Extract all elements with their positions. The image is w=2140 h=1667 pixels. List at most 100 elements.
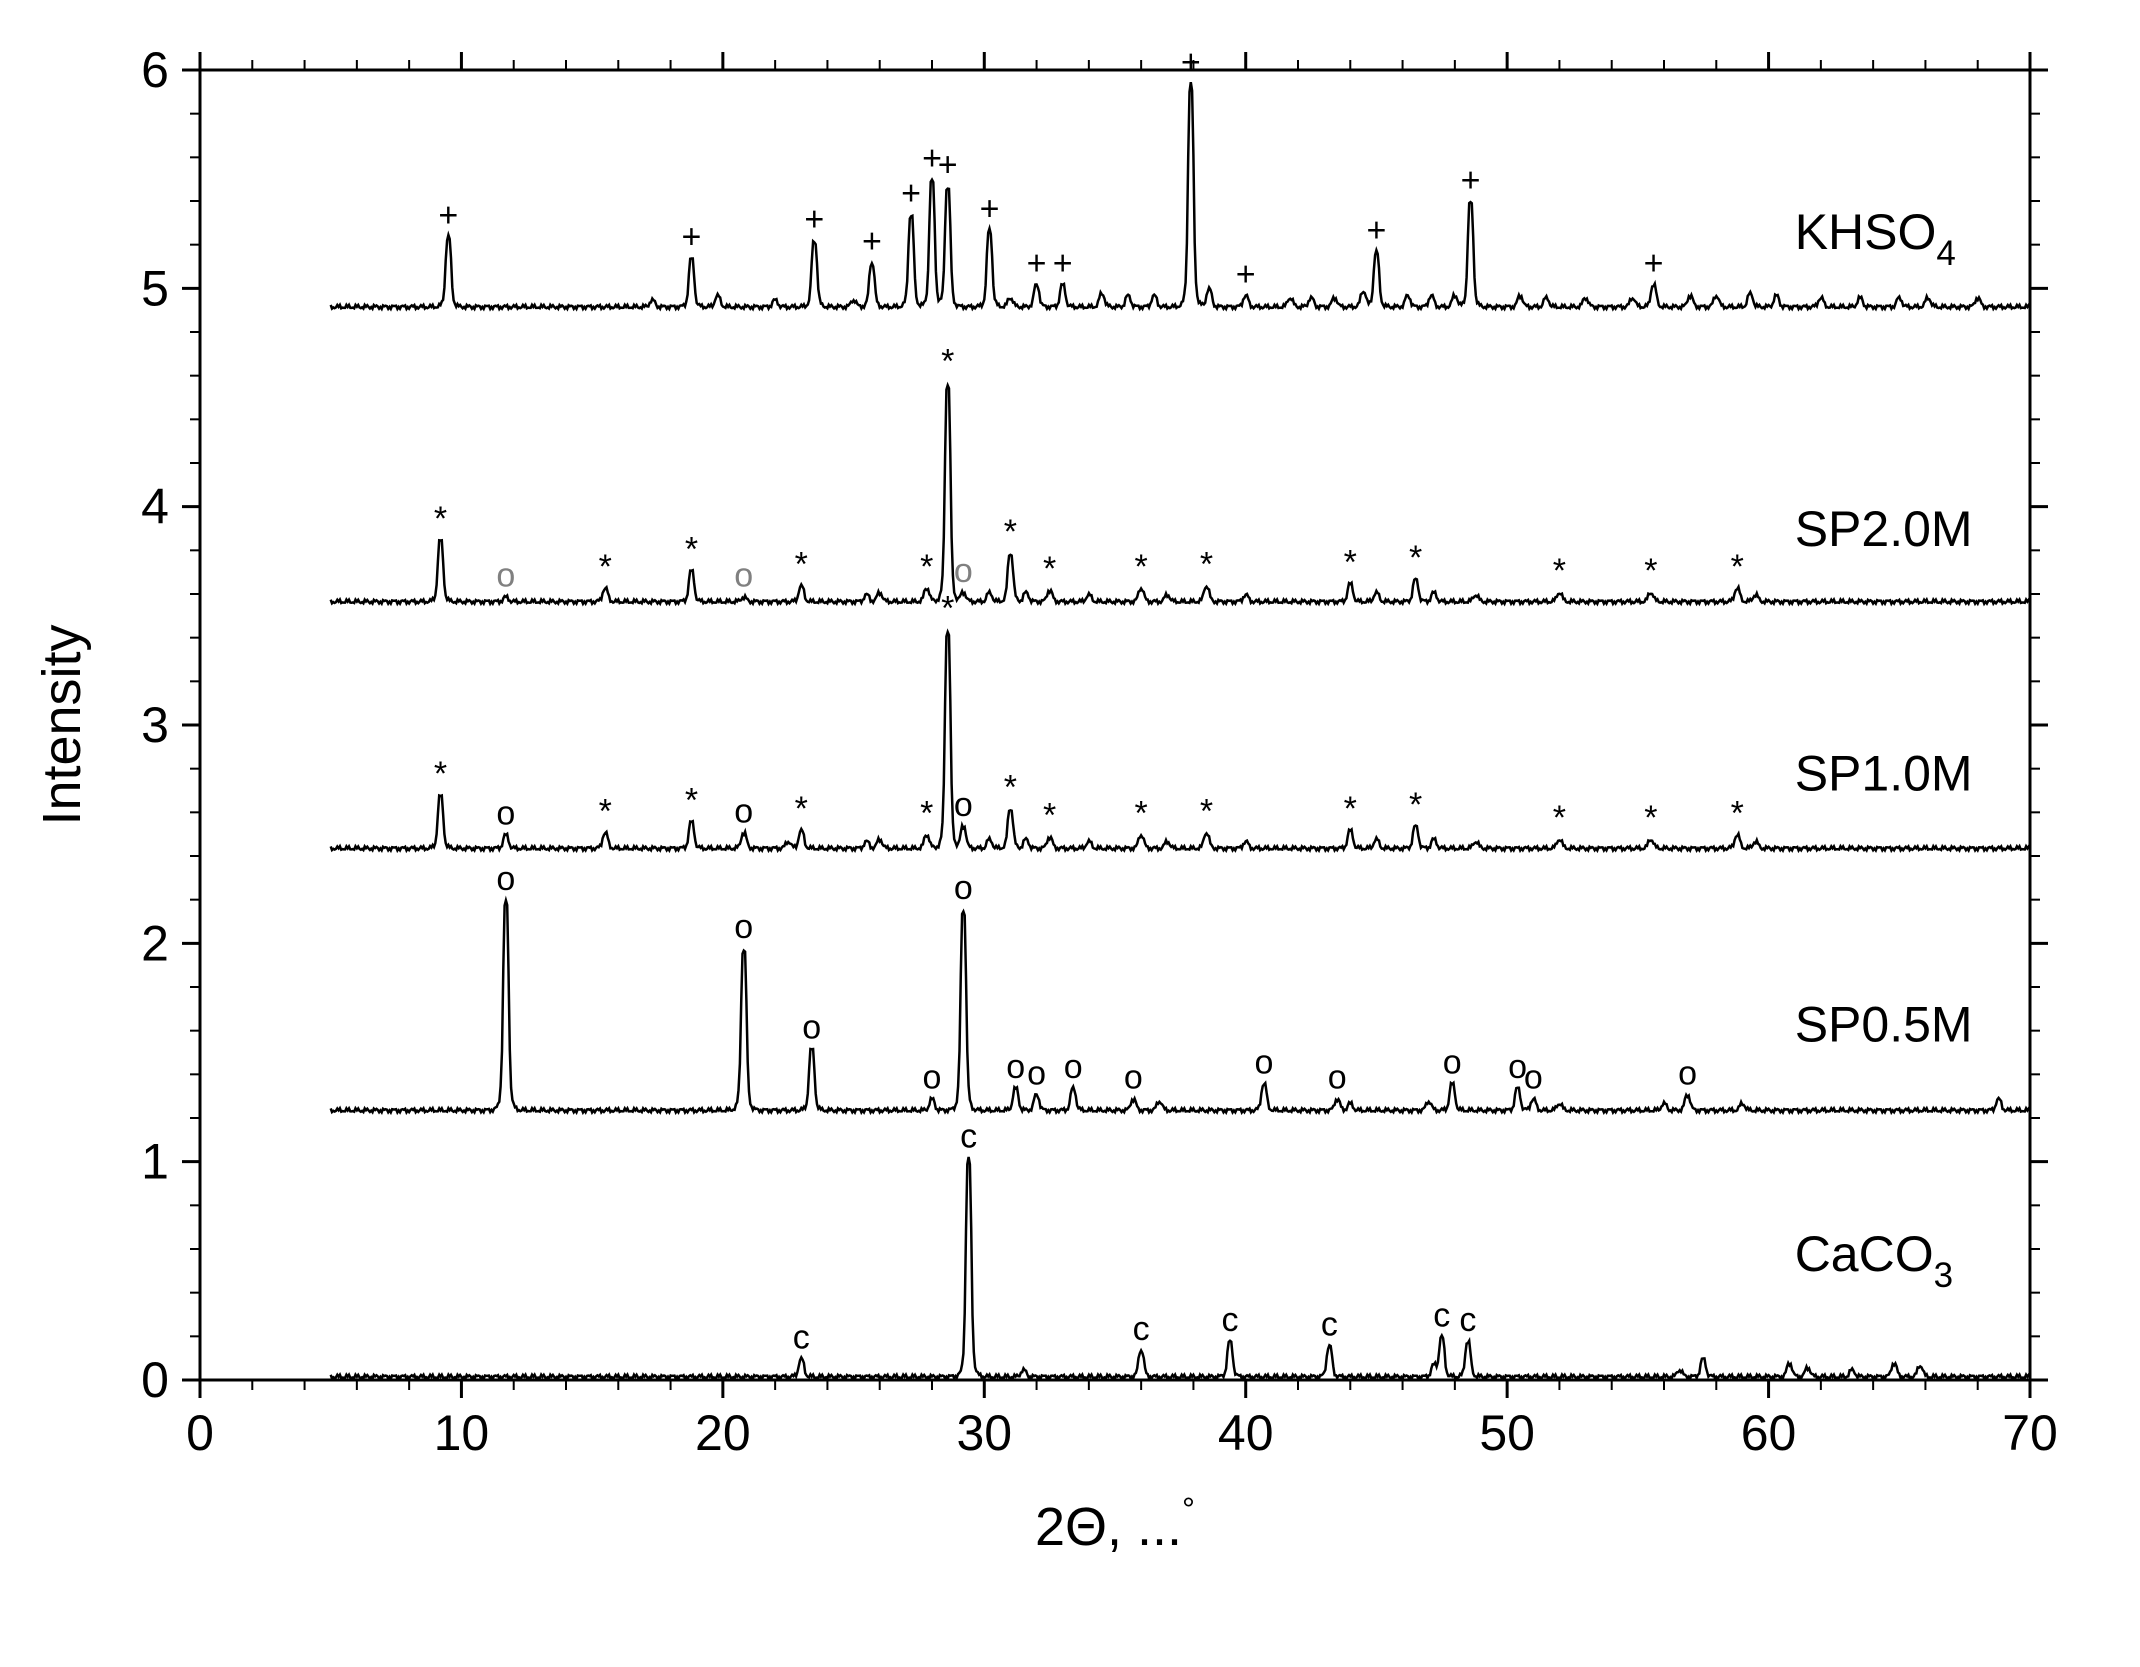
peak-marker: *	[1644, 552, 1657, 590]
peak-marker: +	[901, 174, 921, 212]
x-tick-label: 0	[186, 1405, 214, 1461]
peak-marker: o	[1124, 1059, 1143, 1097]
peak-marker: *	[1200, 546, 1213, 584]
y-tick-label: 6	[141, 42, 169, 98]
trace	[331, 82, 2030, 309]
peak-marker: +	[438, 196, 458, 234]
series-label: SP1.0M	[1795, 746, 1973, 802]
peak-marker: o	[734, 557, 753, 595]
series-KHSO4: +++++++++++++++	[331, 43, 2030, 308]
peak-marker: *	[1043, 550, 1056, 588]
peak-marker: *	[1344, 543, 1357, 581]
peak-marker: +	[804, 201, 824, 239]
peak-marker: +	[1053, 244, 1073, 282]
peak-marker: +	[938, 146, 958, 184]
peak-marker: *	[1644, 799, 1657, 837]
series-label: CaCO3	[1795, 1226, 1953, 1295]
peak-marker: *	[1043, 797, 1056, 835]
y-axis-label: Intensity	[32, 624, 92, 825]
x-tick-label: 10	[434, 1405, 490, 1461]
y-tick-label: 2	[141, 915, 169, 971]
y-tick-label: 5	[141, 260, 169, 316]
peak-marker: *	[920, 548, 933, 586]
peak-marker: o	[954, 786, 973, 824]
y-tick-label: 1	[141, 1134, 169, 1190]
peak-marker: c	[960, 1118, 977, 1156]
peak-marker: *	[1004, 768, 1017, 806]
y-tick-label: 0	[141, 1352, 169, 1408]
peak-marker: +	[1181, 43, 1201, 81]
trace	[331, 900, 2030, 1112]
trace	[331, 632, 2030, 850]
peak-marker: o	[1064, 1048, 1083, 1086]
peak-marker: *	[795, 546, 808, 584]
y-tick-label: 4	[141, 479, 169, 535]
peak-marker: *	[599, 548, 612, 586]
peak-marker: *	[795, 790, 808, 828]
peak-marker: +	[862, 223, 882, 261]
peak-marker: o	[734, 908, 753, 946]
trace	[331, 1157, 2030, 1379]
peak-marker: o	[1524, 1059, 1543, 1097]
peak-marker: *	[1731, 795, 1744, 833]
peak-marker: o	[1255, 1043, 1274, 1081]
peak-marker: o	[954, 552, 973, 590]
series-label: SP2.0M	[1795, 501, 1973, 557]
peak-marker: *	[1553, 552, 1566, 590]
peak-marker: +	[980, 190, 1000, 228]
peak-marker: *	[1200, 792, 1213, 830]
peak-marker: *	[599, 792, 612, 830]
series-SP0.5M: ooooooooooooooo	[331, 860, 2030, 1112]
x-tick-label: 20	[695, 1405, 751, 1461]
trace	[331, 385, 2030, 603]
peak-marker: o	[1006, 1048, 1025, 1086]
series-CaCO3: ccccccc	[331, 1118, 2030, 1379]
peak-marker: +	[1366, 212, 1386, 250]
peak-marker: c	[1433, 1297, 1450, 1335]
x-tick-label: 70	[2002, 1405, 2058, 1461]
peak-marker: *	[1553, 799, 1566, 837]
y-tick-label: 3	[141, 697, 169, 753]
series-SP1.0M: *o**o***o*********	[331, 589, 2030, 850]
peak-marker: *	[434, 755, 447, 793]
x-tick-label: 30	[956, 1405, 1012, 1461]
x-tick-label: 60	[1741, 1405, 1797, 1461]
peak-marker: c	[1133, 1310, 1150, 1348]
peak-marker: *	[434, 500, 447, 538]
peak-marker: c	[1459, 1301, 1476, 1339]
x-axis-label: 2Θ, ...°	[1035, 1491, 1195, 1557]
peak-marker: o	[496, 557, 515, 595]
peak-marker: c	[793, 1319, 810, 1357]
peak-marker: *	[685, 781, 698, 819]
peak-marker: +	[1027, 244, 1047, 282]
x-tick-label: 50	[1479, 1405, 1535, 1461]
peak-marker: *	[1731, 548, 1744, 586]
peak-marker: *	[1004, 513, 1017, 551]
peak-marker: *	[941, 343, 954, 381]
peak-marker: *	[685, 530, 698, 568]
peak-marker: *	[1344, 790, 1357, 828]
peak-marker: o	[1027, 1054, 1046, 1092]
peak-marker: *	[941, 589, 954, 627]
peak-marker: *	[920, 795, 933, 833]
peak-marker: *	[1135, 548, 1148, 586]
xrd-chart: 0102030405060700123456Intensity2Θ, ...°c…	[0, 0, 2140, 1667]
plot-frame	[200, 70, 2030, 1380]
peak-marker: +	[1236, 255, 1256, 293]
peak-marker: c	[1222, 1301, 1239, 1339]
peak-marker: o	[1443, 1043, 1462, 1081]
peak-marker: +	[682, 218, 702, 256]
peak-marker: o	[1678, 1054, 1697, 1092]
peak-marker: o	[923, 1059, 942, 1097]
peak-marker: o	[734, 792, 753, 830]
peak-marker: o	[496, 860, 515, 898]
series-label: KHSO4	[1795, 204, 1956, 273]
series-label: SP0.5M	[1795, 997, 1973, 1053]
peak-marker: *	[1409, 539, 1422, 577]
series-SP2.0M: * o * * o * * * o * * * * * * * * *	[331, 343, 2030, 604]
peak-marker: +	[1461, 161, 1481, 199]
peak-marker: o	[1328, 1059, 1347, 1097]
peak-marker: c	[1321, 1305, 1338, 1343]
peak-marker: *	[1135, 795, 1148, 833]
peak-marker: o	[496, 795, 515, 833]
